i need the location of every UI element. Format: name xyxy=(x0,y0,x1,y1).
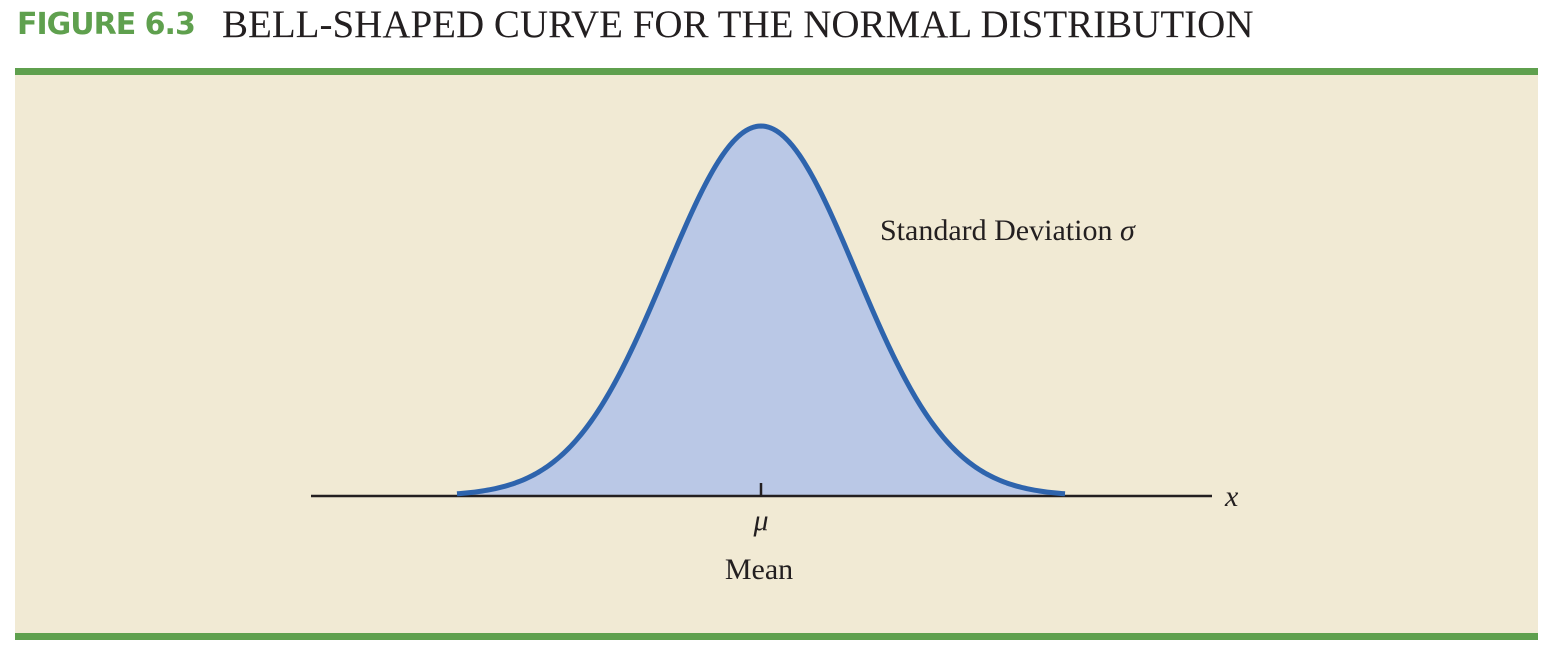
mean-caption-label: Mean xyxy=(725,553,793,586)
std-dev-annotation-symbol: σ xyxy=(1120,214,1136,247)
figure-title: BELL-SHAPED CURVE FOR THE NORMAL DISTRIB… xyxy=(222,3,1254,46)
figure-number: FIGURE 6.3 xyxy=(17,7,196,42)
std-dev-annotation: Standard Deviation σ xyxy=(880,214,1136,247)
bottom-rule xyxy=(15,633,1538,640)
x-axis-label: x xyxy=(1224,480,1239,513)
top-rule xyxy=(15,68,1538,75)
figure-header: FIGURE 6.3 BELL-SHAPED CURVE FOR THE NOR… xyxy=(0,0,1556,64)
mean-symbol-label: μ xyxy=(752,504,768,537)
curve-area-fill xyxy=(457,126,1065,496)
std-dev-annotation-text: Standard Deviation xyxy=(880,214,1120,247)
bell-curve-line xyxy=(456,123,1066,497)
